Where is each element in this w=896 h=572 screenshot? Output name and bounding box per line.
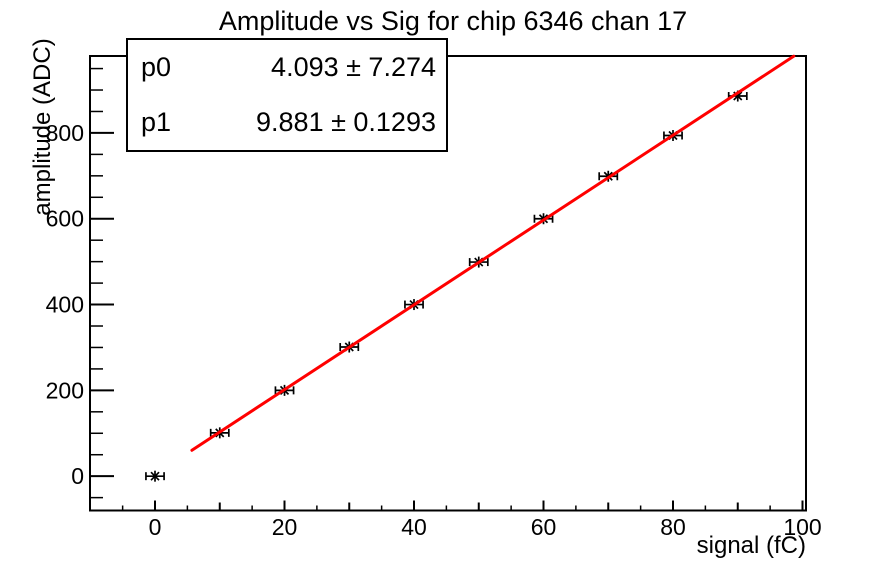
y-tick-label: 400 bbox=[46, 292, 84, 318]
x-tick-label: 40 bbox=[401, 514, 427, 540]
fit-line bbox=[190, 54, 796, 452]
data-point bbox=[145, 470, 165, 482]
x-tick-label: 60 bbox=[531, 514, 557, 540]
y-tick-label: 200 bbox=[46, 377, 84, 403]
x-tick-label: 80 bbox=[660, 514, 686, 540]
tick-layer: 0 20 40 60 80 100 0 200 400 600 800 bbox=[46, 67, 822, 540]
stat-param-value: 9.881 ± 0.1293 bbox=[256, 107, 436, 137]
fit-stats-box: p0 4.093 ± 7.274 p1 9.881 ± 0.1293 bbox=[126, 38, 448, 152]
marker-ray-diag2 bbox=[150, 471, 160, 481]
stat-param-value: 4.093 ± 7.274 bbox=[271, 52, 436, 82]
plot-title: Amplitude vs Sig for chip 6346 chan 17 bbox=[218, 6, 688, 36]
y-tick-label: 800 bbox=[46, 120, 84, 146]
stat-param-name: p0 bbox=[141, 52, 172, 82]
stats-row-p0: p0 4.093 ± 7.274 bbox=[128, 52, 446, 83]
x-axis-title: signal (fC) bbox=[697, 532, 806, 559]
x-tick-label: 20 bbox=[272, 514, 298, 540]
x-tick-label: 0 bbox=[149, 514, 162, 540]
y-axis-title: amplitude (ADC) bbox=[29, 38, 56, 215]
x-tick-label: 100 bbox=[783, 514, 821, 540]
stats-row-p1: p1 9.881 ± 0.1293 bbox=[128, 107, 446, 138]
marker-ray-diag2 bbox=[733, 91, 743, 101]
stat-param-name: p1 bbox=[141, 107, 172, 137]
y-tick-label: 600 bbox=[46, 206, 84, 232]
y-tick-label: 0 bbox=[71, 463, 84, 489]
data-layer bbox=[145, 54, 796, 482]
